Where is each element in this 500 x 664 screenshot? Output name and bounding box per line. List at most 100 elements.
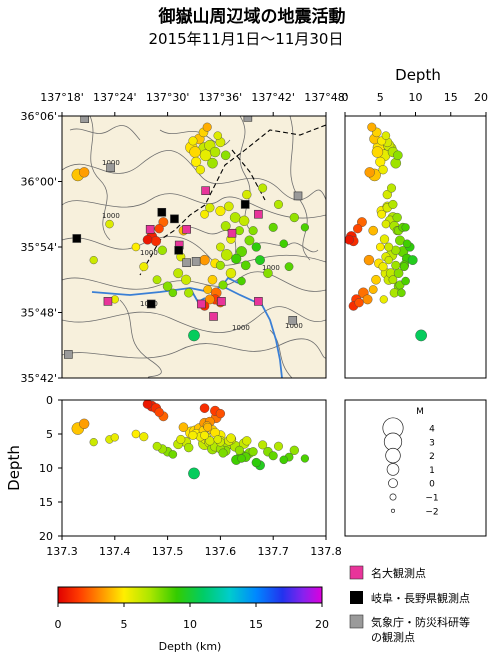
earthquake-point: [381, 219, 391, 229]
earthquake-point: [207, 274, 218, 285]
station-marker-gifu: [240, 200, 250, 209]
legend-label-nagoya: 名大観測点: [371, 566, 426, 580]
earthquake-point: [345, 235, 354, 245]
colorbar-label: Depth (km): [159, 640, 222, 653]
contour-line: [89, 116, 111, 241]
station-marker-gifu: [146, 299, 156, 309]
station-marker-jma: [182, 258, 191, 268]
earthquake-point: [381, 131, 391, 140]
earthquake-point: [204, 294, 215, 305]
earthquake-point: [236, 246, 247, 258]
earthquake-point: [195, 165, 205, 175]
earthquake-point: [162, 281, 173, 292]
earthquake-point: [200, 430, 209, 440]
latitude-tick-label: 35°42': [20, 372, 57, 385]
earthquake-point: [284, 262, 294, 272]
station-marker-nagoya: [201, 186, 210, 195]
earthquake-point: [215, 260, 225, 270]
earthquake-point: [399, 262, 409, 272]
earthquake-point: [251, 457, 261, 468]
earthquake-point: [401, 276, 410, 286]
longitude-decimal-tick-label: 137.6: [205, 545, 237, 558]
earthquake-point: [202, 122, 212, 132]
colorbar-tick-label: 0: [55, 618, 62, 631]
station-marker-gifu: [157, 207, 167, 217]
earthquake-point: [364, 167, 375, 178]
earthquake-point: [391, 245, 401, 255]
colorbar-tick-label: 20: [315, 618, 329, 631]
earthquake-point: [154, 407, 164, 417]
earthquake-point: [218, 448, 228, 458]
earthquake-point: [244, 235, 255, 246]
earthquake-point: [189, 146, 201, 158]
earthquake-point: [289, 212, 299, 223]
station-marker-jma: [64, 350, 73, 359]
earthquake-point: [393, 150, 403, 161]
earthquake-point: [213, 435, 222, 444]
bottom-panel-events: [71, 400, 309, 480]
station-marker-nagoya: [103, 297, 113, 306]
magnitude-legend-label: −2: [425, 507, 438, 517]
figure-title: 御嶽山周辺域の地震活動: [158, 6, 346, 27]
earthquake-point: [79, 167, 90, 178]
right-panel-background: [345, 116, 486, 378]
station-legend: 名大観測点 岐阜・長野県観測点 気象庁・防災科研等 の観測点: [349, 565, 470, 644]
bottom-depth-tick-label: 10: [39, 462, 53, 475]
river-line: [91, 284, 283, 378]
earthquake-point: [367, 122, 377, 132]
earthquake-point: [363, 254, 375, 266]
magnitude-legend-label: 2: [429, 452, 435, 462]
longitude-tick-label: 137°48': [304, 91, 348, 104]
earthquake-point: [188, 430, 198, 440]
legend-label-gifu-nagano: 岐阜・長野県観測点: [371, 591, 470, 605]
map-longitude-ticks: 137°18' 137°24' 137°30' 137°36' 137°42' 137°4…: [40, 91, 348, 116]
earthquake-point: [377, 209, 387, 219]
earthquake-point: [199, 403, 210, 413]
contour-label: 1000: [102, 212, 120, 220]
earthquake-point: [273, 441, 283, 451]
contour-line: [269, 329, 293, 378]
colorbar-gradient: [57, 586, 323, 604]
longitude-decimal-tick-label: 137.7: [257, 545, 289, 558]
earthquake-point: [415, 329, 427, 342]
earthquake-point: [234, 226, 244, 236]
magnitude-legend-circle: [388, 478, 398, 489]
contour-line: [179, 226, 237, 263]
earthquake-point: [279, 239, 288, 248]
earthquake-point: [168, 450, 178, 459]
earthquake-point: [181, 274, 192, 285]
earthquake-point: [362, 294, 373, 305]
earthquake-point: [255, 255, 265, 266]
map-latitude-ticks: 36°06' 36°00' 35°54' 35°48' 35°42': [20, 110, 62, 385]
contour-label: 1000: [232, 324, 250, 332]
latitude-tick-label: 36°06': [20, 110, 57, 123]
legend-label-jma-line1: 気象庁・防災科研等: [371, 615, 470, 629]
earthquake-point: [176, 434, 186, 444]
magnitude-legend-label: 0: [429, 480, 435, 490]
legend-label-jma-line2: の観測点: [371, 630, 415, 644]
earthquake-point: [110, 433, 119, 442]
earthquake-point: [184, 442, 194, 453]
station-marker-gifu: [170, 214, 179, 224]
earthquake-point: [218, 280, 228, 290]
bottom-depth-tick-label: 5: [46, 428, 53, 441]
earthquake-point: [279, 455, 288, 465]
station-marker-nagoya: [145, 225, 155, 234]
station-marker-nagoya: [209, 312, 218, 321]
station-marker-jma: [80, 116, 90, 123]
earthquake-point: [139, 262, 149, 272]
legend-swatch-jma: [349, 614, 364, 629]
legend-swatch-gifu-nagano: [350, 591, 363, 604]
contour-label: 1000: [140, 249, 158, 257]
earthquake-point: [237, 454, 246, 463]
earthquake-point: [199, 254, 210, 266]
earthquake-point: [207, 157, 218, 169]
station-marker-jma: [106, 163, 115, 173]
earthquake-point: [231, 253, 242, 264]
earthquake-point: [378, 262, 388, 272]
contour-line: [62, 193, 326, 219]
earthquake-point: [168, 288, 178, 298]
earthquake-point: [203, 422, 213, 432]
contour-line: [62, 306, 326, 333]
right-depth-tick-label: 20: [474, 91, 488, 104]
